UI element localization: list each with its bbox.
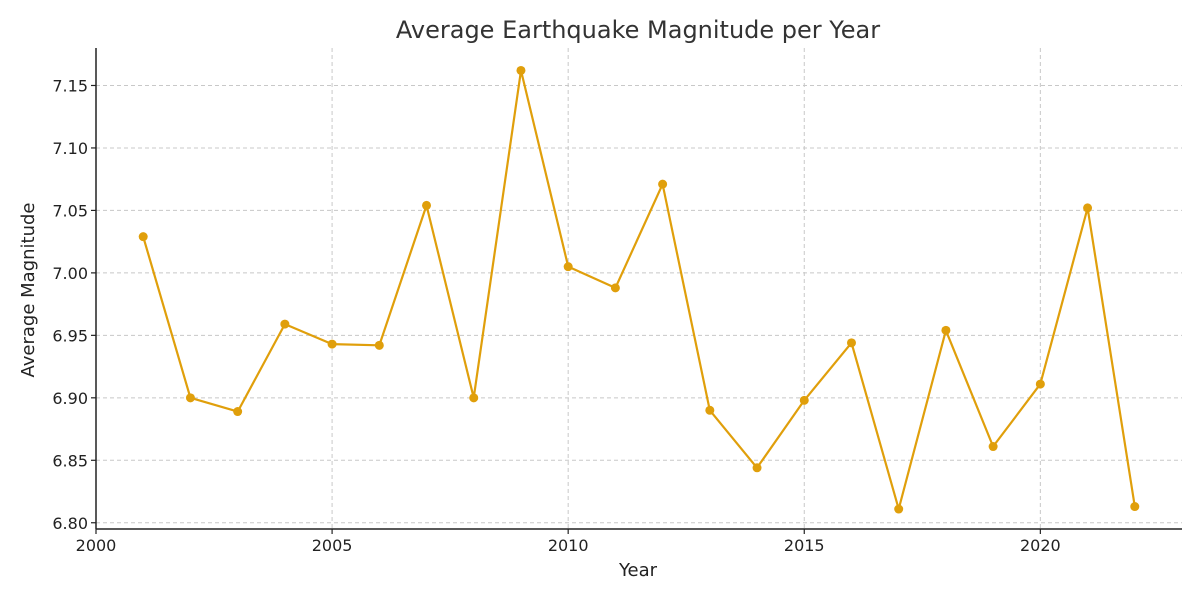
data-point[interactable] [516, 65, 526, 75]
data-point[interactable] [988, 442, 998, 452]
y-axis-label: Average Magnitude [18, 203, 39, 378]
y-tick-label: 6.80 [52, 514, 88, 533]
data-point[interactable] [374, 340, 384, 350]
series-layer [138, 65, 1140, 514]
data-point[interactable] [327, 339, 337, 349]
data-point[interactable] [705, 405, 715, 415]
x-tick-label: 2015 [784, 536, 825, 555]
y-tick-label: 6.85 [52, 451, 88, 470]
x-tick-label: 2005 [312, 536, 353, 555]
y-tick-label: 7.10 [52, 139, 88, 158]
x-tick-label: 2010 [548, 536, 589, 555]
series-line [142, 69, 1136, 511]
data-point[interactable] [610, 283, 620, 293]
y-tick-label: 7.15 [52, 76, 88, 95]
data-point[interactable] [563, 262, 573, 272]
grid [96, 48, 1182, 529]
data-point[interactable] [1130, 502, 1140, 512]
y-tick-label: 7.00 [52, 264, 88, 283]
data-point[interactable] [185, 393, 195, 403]
data-point[interactable] [894, 504, 904, 514]
x-tick-label: 2020 [1020, 536, 1061, 555]
chart-title: Average Earthquake Magnitude per Year [396, 16, 880, 44]
y-axis: 6.80 6.85 6.90 6.95 7.00 7.05 7.10 7.15 [52, 76, 96, 533]
x-axis-label: Year [618, 560, 658, 581]
x-tick-label: 2000 [76, 536, 117, 555]
y-tick-label: 6.95 [52, 326, 88, 345]
y-tick-label: 7.05 [52, 201, 88, 220]
data-point[interactable] [941, 325, 951, 335]
data-point[interactable] [469, 393, 479, 403]
data-point[interactable] [658, 179, 668, 189]
data-point[interactable] [846, 338, 856, 348]
data-point[interactable] [138, 232, 148, 242]
data-point[interactable] [1083, 203, 1093, 213]
data-point[interactable] [799, 395, 809, 405]
data-point[interactable] [280, 319, 290, 329]
axes-spines [95, 48, 1182, 530]
y-tick-label: 6.90 [52, 389, 88, 408]
data-point[interactable] [1035, 379, 1045, 389]
data-point[interactable] [233, 407, 243, 417]
x-axis: 2000 2005 2010 2015 2020 [76, 529, 1061, 555]
data-point[interactable] [422, 200, 432, 210]
data-point[interactable] [752, 463, 762, 473]
